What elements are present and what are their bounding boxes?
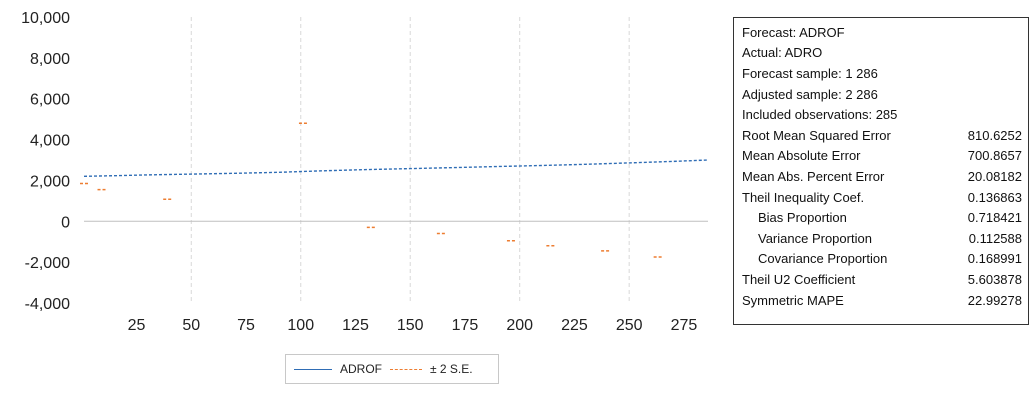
stat-label: Theil U2 Coefficient xyxy=(742,271,856,287)
stat-label: Forecast: ADROF xyxy=(742,24,845,40)
stat-row: Mean Absolute Error 700.8657 xyxy=(742,146,1028,167)
stat-value: 5.603878 xyxy=(967,271,1022,287)
stat-label: Bias Proportion xyxy=(758,210,847,226)
stat-row: Theil Inequality Coef. 0.136863 xyxy=(742,187,1028,208)
series-line-adrof xyxy=(83,159,709,177)
stat-row: Included observations: 285 xyxy=(742,104,1028,125)
y-tick-label: -2,000 xyxy=(25,255,70,272)
legend-item-adrof: ADROF xyxy=(294,362,382,376)
legend: ADROF ± 2 S.E. xyxy=(285,354,499,384)
x-tick-label: 25 xyxy=(128,317,146,334)
y-tick-label: 4,000 xyxy=(30,133,70,150)
x-tick-label: 225 xyxy=(561,317,588,334)
gridlines xyxy=(84,17,708,303)
stat-row: Symmetric MAPE 22.99278 xyxy=(742,290,1028,311)
stat-label: Actual: ADRO xyxy=(742,45,823,61)
stat-row: Mean Abs. Percent Error 20.08182 xyxy=(742,166,1028,187)
stat-value: 0.112588 xyxy=(968,230,1022,246)
stat-value: 20.08182 xyxy=(967,168,1022,184)
legend-item-se: ± 2 S.E. xyxy=(390,362,473,376)
x-tick-label: 250 xyxy=(616,317,643,334)
stat-row: Theil U2 Coefficient 5.603878 xyxy=(742,269,1028,290)
stat-label: Mean Abs. Percent Error xyxy=(742,168,885,184)
x-axis-ticks: 25 50 75 100 125 150 175 200 225 250 275 xyxy=(128,317,698,334)
x-tick-label: 125 xyxy=(342,317,369,334)
y-tick-label: -4,000 xyxy=(25,296,70,313)
stat-row: Covariance Proportion 0.168991 xyxy=(742,249,1028,270)
stat-value: 700.8657 xyxy=(967,148,1022,164)
x-tick-label: 200 xyxy=(506,317,533,334)
y-tick-label: 0 xyxy=(61,214,70,231)
stat-label: Included observations: 285 xyxy=(742,107,898,123)
stat-row: Adjusted sample: 2 286 xyxy=(742,84,1028,105)
stat-label: Forecast sample: 1 286 xyxy=(742,65,878,81)
stat-row: Forecast: ADROF xyxy=(742,22,1028,43)
legend-label-se: ± 2 S.E. xyxy=(430,362,473,376)
x-tick-label: 50 xyxy=(182,317,200,334)
stat-value: 22.99278 xyxy=(967,292,1022,308)
stat-value: 0.718421 xyxy=(967,210,1022,226)
stat-label: Variance Proportion xyxy=(758,230,872,246)
stat-label: Mean Absolute Error xyxy=(742,148,861,164)
stat-value: 0.168991 xyxy=(967,251,1022,267)
x-tick-label: 100 xyxy=(287,317,314,334)
stat-row: Bias Proportion 0.718421 xyxy=(742,207,1028,228)
x-tick-label: 275 xyxy=(671,317,698,334)
stat-label: Root Mean Squared Error xyxy=(742,127,891,143)
stat-label: Adjusted sample: 2 286 xyxy=(742,86,878,102)
legend-label-adrof: ADROF xyxy=(340,362,382,376)
y-tick-label: 8,000 xyxy=(30,51,70,68)
x-tick-label: 175 xyxy=(452,317,479,334)
stat-label: Covariance Proportion xyxy=(758,251,888,267)
stat-label: Theil Inequality Coef. xyxy=(742,189,865,205)
stat-row: Variance Proportion 0.112588 xyxy=(742,228,1028,249)
y-tick-label: 10,000 xyxy=(21,10,70,27)
stat-label: Symmetric MAPE xyxy=(742,292,844,308)
stat-row: Forecast sample: 1 286 xyxy=(742,63,1028,84)
forecast-statistics-box: Forecast: ADROF Actual: ADRO Forecast samp… xyxy=(733,17,1029,325)
legend-swatch-adrof xyxy=(294,368,332,370)
y-axis-ticks: 10,000 8,000 6,000 4,000 2,000 0 -2,000 -4,000 xyxy=(21,10,70,313)
legend-swatch-se xyxy=(390,368,422,370)
stat-row: Root Mean Squared Error 810.6252 xyxy=(742,125,1028,146)
y-tick-label: 6,000 xyxy=(30,92,70,109)
y-tick-label: 2,000 xyxy=(30,173,70,190)
stat-row: Actual: ADRO xyxy=(742,43,1028,64)
stat-value: 0.136863 xyxy=(967,189,1022,205)
stat-value: 810.6252 xyxy=(967,127,1022,143)
forecast-chart: 10,0008,0006,0004,0002,0000-2,000-4,000 … xyxy=(21,10,709,334)
x-tick-label: 75 xyxy=(237,317,255,334)
series-layer xyxy=(80,122,709,258)
x-tick-label: 150 xyxy=(397,317,424,334)
